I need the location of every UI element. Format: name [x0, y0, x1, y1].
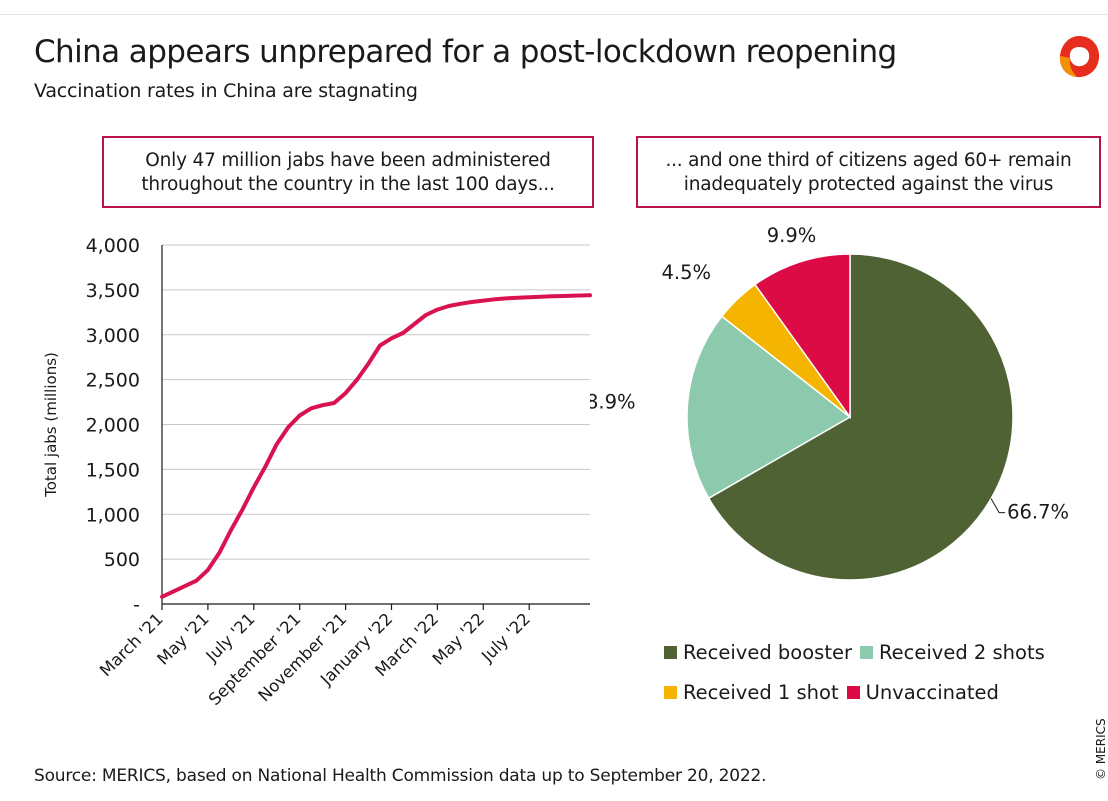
copyright-note: © MERICS	[1094, 718, 1108, 780]
legend-item-one-shot: Received 1 shot	[664, 681, 839, 704]
y-tick-label: 1,500	[86, 459, 140, 481]
legend-label-one-shot: Received 1 shot	[683, 681, 839, 704]
x-tick-label: March '21	[96, 609, 167, 680]
callout-right: ... and one third of citizens aged 60+ r…	[636, 136, 1101, 208]
y-tick-label: 1,000	[86, 504, 140, 526]
legend-swatch-one-shot	[664, 686, 677, 699]
legend-item-two-shots: Received 2 shots	[859, 641, 1045, 664]
callout-left-line2: throughout the country in the last 100 d…	[141, 174, 555, 195]
legend-label-two-shots: Received 2 shots	[878, 641, 1045, 664]
x-tick-label: July '22	[477, 609, 534, 666]
legend-item-booster: Received booster	[664, 641, 852, 664]
pie-legend-row1: Received booster Received 2 shots	[664, 641, 1053, 664]
legend-label-unvaccinated: Unvaccinated	[865, 681, 999, 704]
y-tick-label: 3,000	[86, 325, 140, 347]
y-tick-label: 3,500	[86, 280, 140, 302]
chart-subtitle: Vaccination rates in China are stagnatin…	[34, 80, 418, 102]
callout-left: Only 47 million jabs have been administe…	[102, 136, 594, 208]
logo-orange-arc	[1059, 56, 1077, 77]
y-tick-label: 2,000	[86, 415, 140, 437]
legend-swatch-unvaccinated	[846, 686, 860, 699]
pie-label-booster: 66.7%	[1007, 501, 1069, 524]
pie-slice-two-shots	[686, 315, 852, 500]
callout-right-line2: inadequately protected against the virus	[683, 174, 1054, 195]
x-tick-label: May '22	[429, 609, 488, 668]
merics-logo	[1059, 36, 1100, 78]
pie-leader-booster	[990, 498, 1006, 514]
callout-right-line1: ... and one third of citizens aged 60+ r…	[665, 150, 1072, 171]
y-tick-label: 2,500	[86, 370, 140, 392]
y-tick-label: 4,000	[86, 235, 140, 257]
y-tick-label: 500	[104, 549, 140, 571]
x-tick-label: May '21	[153, 609, 212, 668]
pie-label-two-shots: 18.9%	[590, 390, 636, 413]
pie-label-one-shot: 4.5%	[661, 261, 711, 284]
callout-left-line1: Only 47 million jabs have been administe…	[145, 150, 551, 171]
legend-label-booster: Received booster	[683, 641, 852, 664]
pie-legend-row2: Received 1 shot Unvaccinated	[664, 681, 1007, 704]
legend-swatch-booster	[664, 646, 677, 659]
y-axis-label: Total jabs (millions)	[42, 352, 60, 498]
pie-slice-unvaccinated	[753, 253, 851, 420]
top-divider	[0, 14, 1108, 15]
y-tick-label: -	[133, 594, 140, 616]
chart-title: China appears unprepared for a post-lock…	[34, 34, 897, 70]
legend-swatch-two-shots	[859, 646, 873, 659]
pie-chart: 66.7% 18.9% 4.5% 9.9%	[590, 224, 1069, 581]
line-series-total-jabs	[160, 293, 592, 599]
pie-slice-booster	[707, 253, 1014, 581]
source-note: Source: MERICS, based on National Health…	[34, 766, 767, 786]
line-chart: - 500 1,000 1,500 2,000 2,500 3,000 3,500 4,000 T…	[42, 235, 592, 709]
pie-label-unvaccinated: 9.9%	[767, 224, 817, 247]
legend-item-unvaccinated: Unvaccinated	[846, 681, 999, 704]
